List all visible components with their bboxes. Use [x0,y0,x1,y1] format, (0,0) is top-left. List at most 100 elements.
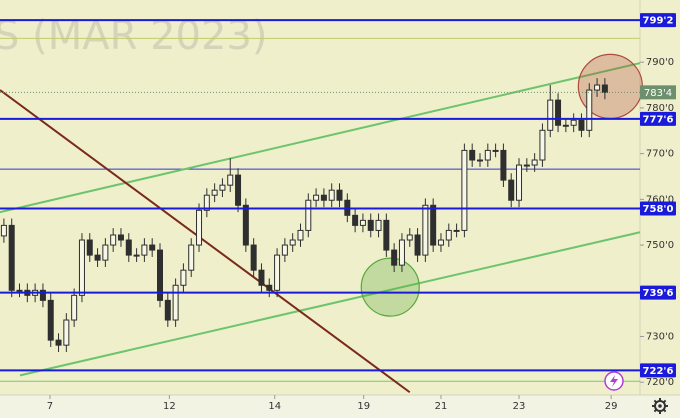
candle-body [336,189,343,201]
candle-body [250,244,257,271]
last-price-badge [640,85,676,100]
candle-body [227,174,234,186]
candle-body [547,99,554,131]
candle-body [500,149,507,181]
candle-body [149,244,156,251]
candle-body [274,254,281,291]
candle-body [16,289,23,292]
candle-body [523,164,530,167]
candle-body [406,234,413,241]
candle-body [352,214,359,226]
candle-body [453,229,460,232]
candle-body [164,299,171,321]
candle-body [125,239,132,256]
x-tick-label: 29 [605,401,618,412]
level-label: 722'6 [643,366,674,377]
candle-body [235,174,242,206]
x-tick-label: 7 [47,401,53,412]
gear-teeth [652,398,668,414]
candle-body [539,129,546,161]
x-tick-label: 12 [163,401,176,412]
candle-body [196,209,203,246]
y-tick-label: 750'0 [646,240,674,251]
candle-body [422,204,429,256]
candle-body [601,84,608,93]
candle-body [562,124,569,127]
price-axis [640,0,680,395]
candle-body [461,149,468,231]
level-badge [640,363,676,378]
candle-body [8,224,15,291]
candle-body [219,184,226,191]
x-tick-label: 21 [435,401,448,412]
plot-background [0,0,640,395]
x-tick-label: 19 [357,401,370,412]
candle-body [39,289,46,301]
level-label: 777'6 [643,114,674,125]
candle-body [445,229,452,241]
candle-body [555,99,562,126]
candle-body [305,199,312,231]
candle-body [586,89,593,131]
candle-body [0,224,7,237]
candle-body [281,244,288,256]
alert-button[interactable] [604,371,624,391]
candle-body [383,219,390,251]
candle-body [133,254,140,257]
candle-body [203,194,210,211]
candle-body [414,234,421,256]
candle-body [180,269,187,286]
y-tick-label: 720'0 [646,377,674,388]
trendline [0,89,411,394]
candle-body [391,249,398,266]
time-axis [0,395,680,418]
candle-body [578,119,585,131]
candle-body [63,319,70,346]
y-tick-label: 760'0 [646,194,674,205]
candle-body [266,284,273,291]
trendline [19,231,641,377]
level-badge [640,13,676,28]
candle-body [469,149,476,161]
candle-body [516,164,523,201]
candle-body [157,249,163,301]
level-label: 799'2 [643,16,674,27]
candle-body [477,159,483,162]
settings-button[interactable] [652,398,668,414]
candle-body [594,84,601,91]
candle-body [508,179,515,201]
candle-body [55,339,62,346]
candle-body [172,284,179,321]
candle-body [328,189,335,201]
level-badge [640,285,676,300]
candle-body [375,219,382,231]
candle-body [437,239,444,246]
candle-body [102,244,109,261]
candle-body [211,189,218,196]
candle-body [242,204,249,246]
candle-body [258,269,265,286]
last-price-label: 783'4 [644,88,672,99]
candle-body [430,204,437,246]
y-tick-label: 770'0 [646,149,674,160]
candle-body [117,234,124,241]
highlight-circle [360,257,420,317]
candle-body [313,194,320,201]
candle-body [570,119,577,126]
candle-body [94,254,101,261]
alert-glyph [610,375,618,387]
candle-body [359,219,366,226]
level-label: 758'0 [643,204,674,215]
candle-body [289,239,296,246]
candle-body [47,299,54,341]
level-badge [640,201,676,216]
candle-body [320,194,327,201]
candle-body [78,239,85,296]
candle-body [398,239,405,266]
candle-body [110,234,117,246]
candle-body [188,244,195,271]
y-tick-label: 780'0 [646,103,674,114]
candle-body [71,294,78,321]
